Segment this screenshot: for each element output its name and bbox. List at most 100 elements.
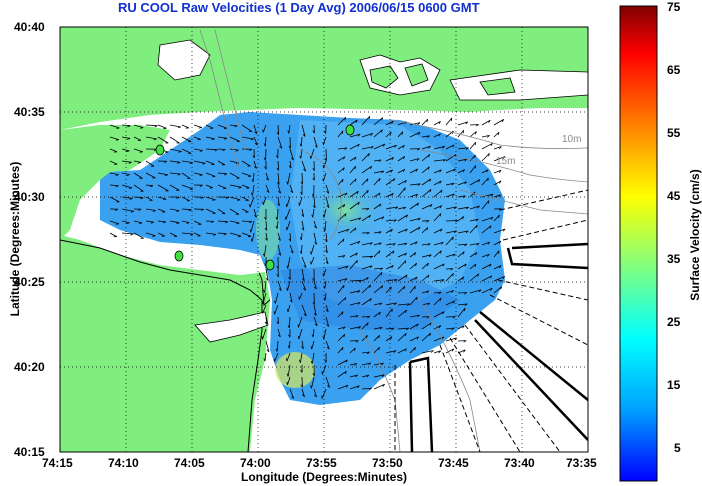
velocity-arrow <box>481 200 490 210</box>
velocity-arrow-head <box>465 121 469 125</box>
velocity-arrow <box>169 208 180 211</box>
velocity-arrow-head <box>406 327 410 331</box>
velocity-arrow <box>397 155 405 162</box>
velocity-arrow-head <box>394 279 398 282</box>
velocity-arrow-head <box>500 286 503 290</box>
velocity-arrow-head <box>393 350 397 353</box>
velocity-arrow <box>397 131 403 138</box>
velocity-arrow-head <box>300 384 303 388</box>
velocity-arrow <box>181 124 189 129</box>
velocity-arrow <box>397 274 408 282</box>
velocity-arrow <box>373 302 383 306</box>
velocity-arrow <box>349 347 356 354</box>
velocity-arrow-head <box>150 221 154 224</box>
velocity-arrow-head <box>366 335 368 339</box>
velocity-arrow-head <box>393 302 397 306</box>
velocity-arrow <box>361 133 373 138</box>
velocity-arrow <box>121 136 131 139</box>
velocity-arrow-head <box>381 170 385 174</box>
velocity-arrow-head <box>212 199 216 201</box>
velocity-arrow-head <box>402 145 405 149</box>
velocity-arrow-head <box>442 146 445 149</box>
velocity-arrow-head <box>366 232 370 235</box>
velocity-arrow-head <box>465 206 469 210</box>
velocity-arrow-head <box>276 155 279 159</box>
velocity-arrow-head <box>127 125 131 128</box>
velocity-arrow-head <box>378 346 380 351</box>
velocity-arrow <box>313 388 317 398</box>
velocity-arrow <box>493 286 502 294</box>
velocity-arrow <box>324 292 327 301</box>
velocity-arrow-head <box>129 198 133 200</box>
velocity-arrow <box>493 180 502 186</box>
velocity-arrow <box>433 263 445 270</box>
velocity-arrow-head <box>354 363 358 366</box>
velocity-arrow-head <box>266 349 270 353</box>
velocity-arrow-head <box>286 358 288 362</box>
velocity-arrow-head <box>299 237 302 241</box>
velocity-arrow <box>445 193 455 198</box>
velocity-arrow-head <box>346 229 350 232</box>
radar-stations <box>155 124 355 271</box>
velocity-arrow-head <box>486 169 489 173</box>
velocity-arrow <box>373 285 384 294</box>
velocity-arrow <box>373 334 380 342</box>
velocity-arrow <box>493 169 502 174</box>
velocity-arrow-head <box>369 265 373 269</box>
velocity-arrow <box>298 292 303 300</box>
velocity-arrow-head <box>391 193 394 197</box>
velocity-arrow <box>385 350 397 354</box>
velocity-arrow-head <box>368 215 371 218</box>
velocity-arrow-head <box>301 214 305 217</box>
velocity-arrow <box>337 333 346 342</box>
velocity-arrow-head <box>378 242 382 246</box>
velocity-arrow <box>385 243 396 246</box>
velocity-arrow-head <box>140 197 144 200</box>
velocity-arrow-head <box>153 138 157 141</box>
velocity-arrow-head <box>154 125 158 128</box>
velocity-arrow <box>169 172 181 175</box>
velocity-arrow <box>373 362 384 366</box>
velocity-arrow <box>169 232 178 237</box>
velocity-arrow <box>349 385 360 390</box>
velocity-arrow-head <box>222 149 226 152</box>
velocity-arrow-head <box>252 155 255 159</box>
velocity-arrow-head <box>429 322 432 326</box>
velocity-arrow-head <box>198 127 202 129</box>
velocity-arrow-head <box>462 216 465 220</box>
velocity-arrow <box>241 124 253 132</box>
velocity-arrow-head <box>254 214 257 218</box>
velocity-arrow <box>337 130 344 138</box>
velocity-arrow <box>457 276 465 282</box>
velocity-arrow-head <box>265 278 269 281</box>
velocity-arrow-head <box>378 159 382 163</box>
velocity-arrow-head <box>452 273 454 277</box>
velocity-arrow-head <box>355 374 358 378</box>
velocity-arrow <box>169 124 181 128</box>
velocity-arrow-head <box>285 203 288 207</box>
velocity-arrow-head <box>354 178 357 182</box>
velocity-arrow-head <box>451 327 455 331</box>
velocity-arrow-head <box>464 263 467 267</box>
velocity-arrow <box>205 184 213 189</box>
velocity-arrow-head <box>502 228 506 232</box>
velocity-arrow <box>409 193 418 198</box>
velocity-arrow <box>321 388 327 399</box>
velocity-arrow <box>217 124 228 129</box>
velocity-arrow <box>217 172 227 175</box>
velocity-arrow <box>217 160 226 166</box>
velocity-arrow-head <box>224 173 228 176</box>
velocity-arrow-head <box>326 205 330 208</box>
velocity-arrow <box>469 243 480 246</box>
velocity-arrow-head <box>486 135 490 138</box>
velocity-arrow-head <box>248 175 252 177</box>
velocity-arrow <box>251 232 255 242</box>
velocity-arrow <box>457 147 469 150</box>
velocity-arrow-head <box>442 159 446 162</box>
velocity-arrow-head <box>370 133 373 136</box>
velocity-arrow <box>421 227 428 234</box>
velocity-arrow <box>325 196 330 208</box>
velocity-arrow <box>313 280 317 290</box>
velocity-arrow-head <box>115 139 119 141</box>
velocity-arrow-head <box>366 208 370 211</box>
